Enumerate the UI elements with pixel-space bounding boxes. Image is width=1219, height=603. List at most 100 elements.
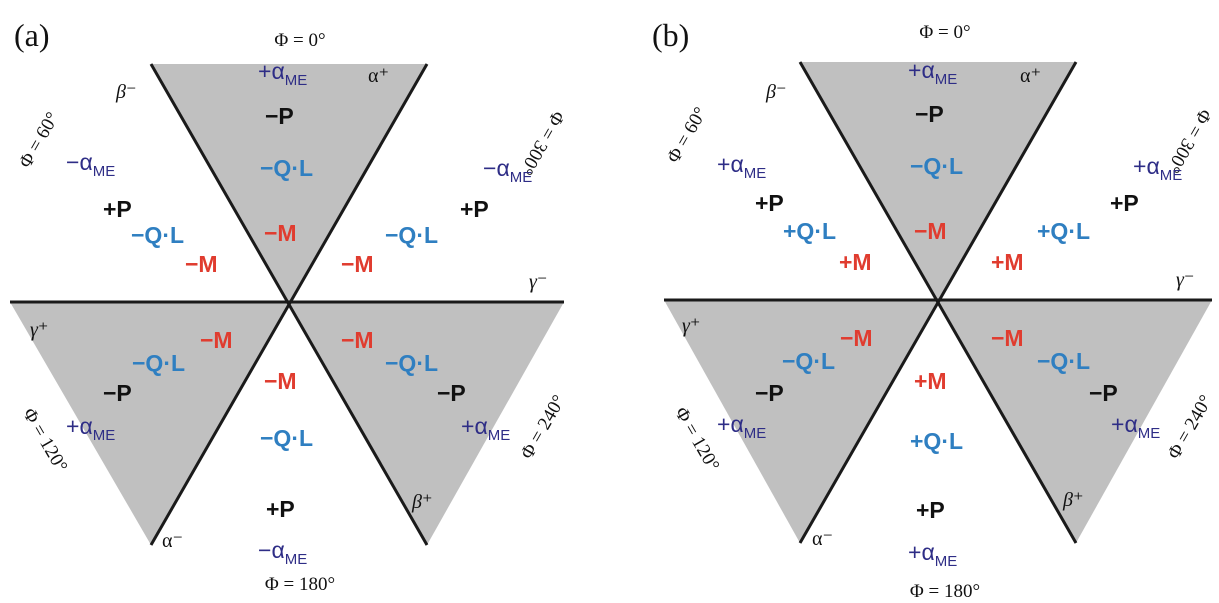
phi-label-180: Φ = 180°: [910, 581, 980, 602]
ql-label: −Q·L: [260, 425, 313, 451]
polarization-label: +P: [103, 196, 132, 222]
shaded-sector-top: [800, 62, 1076, 300]
ql-label: −Q·L: [385, 222, 438, 248]
magnetization-label: −M: [991, 325, 1024, 351]
phi-label-0: Φ = 0°: [919, 22, 970, 43]
phi-label-60: Φ = 60°: [663, 104, 712, 167]
axis-label-beta-minus: β⁻: [115, 81, 137, 103]
alpha-me-label: +αME: [1133, 153, 1182, 184]
axis-label-gamma-plus: γ⁺: [30, 319, 48, 341]
shaded-sector-lower-right: [938, 300, 1212, 543]
polarization-label: −P: [915, 101, 944, 127]
axis-label-gamma-minus: γ⁻: [529, 271, 547, 293]
axis-label-beta-plus: β⁺: [1062, 489, 1084, 511]
alpha-me-subscript: ME: [744, 165, 767, 182]
alpha-me-subscript: ME: [935, 553, 958, 570]
alpha-me-subscript: ME: [488, 427, 511, 444]
ql-label: +Q·L: [783, 218, 836, 244]
alpha-me-subscript: ME: [510, 169, 533, 186]
alpha-me-sign: +: [717, 151, 730, 177]
alpha-me-sign: +: [258, 58, 271, 84]
magnetization-label: −M: [185, 251, 218, 277]
axis-alpha-line: [798, 61, 1078, 544]
shaded-sector-lower-right: [289, 302, 564, 545]
axis-label-alpha-minus: α⁻: [812, 528, 833, 550]
magnetization-label: +M: [839, 249, 872, 275]
alpha-me-subscript: ME: [93, 427, 116, 444]
magnetization-label: −M: [200, 327, 233, 353]
alpha-me-subscript: ME: [935, 71, 958, 88]
alpha-me-subscript: ME: [744, 425, 767, 442]
polarization-label: −P: [437, 380, 466, 406]
phi-label-60: Φ = 60°: [15, 109, 64, 172]
alpha-me-label: +αME: [1111, 411, 1160, 442]
alpha-me-label: +αME: [461, 413, 510, 444]
shaded-sector-lower-left: [10, 302, 289, 545]
axis-label-alpha-plus: α⁺: [368, 65, 389, 87]
magnetization-label: +M: [914, 368, 947, 394]
magnetization-label: −M: [341, 327, 374, 353]
axis-label-beta-plus: β⁺: [411, 491, 433, 513]
axis-label-gamma-plus: γ⁺: [682, 315, 700, 337]
alpha-me-subscript: ME: [1138, 425, 1161, 442]
alpha-me-subscript: ME: [285, 72, 308, 89]
alpha-me-label: +αME: [717, 151, 766, 182]
polarization-label: +P: [266, 496, 295, 522]
alpha-me-sign: +: [908, 57, 921, 83]
magnetization-label: −M: [840, 325, 873, 351]
polarization-label: −P: [755, 380, 784, 406]
panel-label: (a): [14, 17, 50, 53]
alpha-me-label: −αME: [258, 537, 307, 568]
ql-label: +Q·L: [910, 428, 963, 454]
polarization-label: +P: [916, 497, 945, 523]
alpha-me-label: +αME: [66, 413, 115, 444]
alpha-me-subscript: ME: [285, 551, 308, 568]
magnetization-label: +M: [991, 249, 1024, 275]
axis-alpha-line: [149, 63, 429, 546]
axis-label-alpha-plus: α⁺: [1020, 65, 1041, 87]
axis-label-beta-minus: β⁻: [765, 81, 787, 103]
ql-label: −Q·L: [132, 350, 185, 376]
alpha-me-subscript: ME: [1160, 167, 1183, 184]
ql-label: −Q·L: [385, 350, 438, 376]
alpha-me-sign: +: [717, 411, 730, 437]
shaded-sector-top: [151, 64, 427, 302]
alpha-me-label: +αME: [908, 57, 957, 88]
alpha-me-sign: −: [66, 149, 79, 175]
alpha-me-label: +αME: [717, 411, 766, 442]
alpha-me-sign: +: [66, 413, 79, 439]
ql-label: −Q·L: [910, 153, 963, 179]
polarization-label: −P: [1089, 380, 1118, 406]
alpha-me-sign: +: [461, 413, 474, 439]
magnetization-label: −M: [341, 251, 374, 277]
magnetization-label: −M: [264, 220, 297, 246]
alpha-me-label: −αME: [483, 155, 532, 186]
phi-label-300: Φ = 300°: [515, 107, 568, 178]
magnetization-label: −M: [264, 368, 297, 394]
alpha-me-label: +αME: [258, 58, 307, 89]
phi-label-0: Φ = 0°: [274, 30, 325, 51]
phi-label-120: Φ = 120°: [670, 404, 723, 475]
ql-label: −Q·L: [782, 348, 835, 374]
ql-label: −Q·L: [260, 155, 313, 181]
polarization-label: −P: [103, 380, 132, 406]
ql-label: +Q·L: [1037, 218, 1090, 244]
alpha-me-subscript: ME: [93, 163, 116, 180]
magnetization-label: −M: [914, 218, 947, 244]
alpha-me-sign: −: [483, 155, 496, 181]
panel-label: (b): [652, 17, 689, 53]
phi-label-120: Φ = 120°: [18, 405, 71, 476]
axis-label-gamma-minus: γ⁻: [1176, 269, 1194, 291]
alpha-me-label: −αME: [66, 149, 115, 180]
alpha-me-sign: +: [908, 539, 921, 565]
panel-a: (a) β⁻ α⁺ γ⁻ γ⁺ α⁻ β⁺ Φ = 0° Φ = 180° Φ …: [10, 17, 570, 595]
polarization-label: +P: [755, 190, 784, 216]
axis-label-alpha-minus: α⁻: [162, 530, 183, 552]
panel-b: (b) β⁻ α⁺ γ⁻ γ⁺ α⁻ β⁺ Φ = 0° Φ = 180° Φ …: [652, 17, 1217, 602]
polarization-label: +P: [460, 196, 489, 222]
phi-label-180: Φ = 180°: [265, 574, 335, 595]
phi-label-240: Φ = 240°: [1164, 392, 1217, 463]
shaded-sector-lower-left: [664, 300, 938, 543]
phi-label-300: Φ = 300°: [1162, 105, 1215, 176]
